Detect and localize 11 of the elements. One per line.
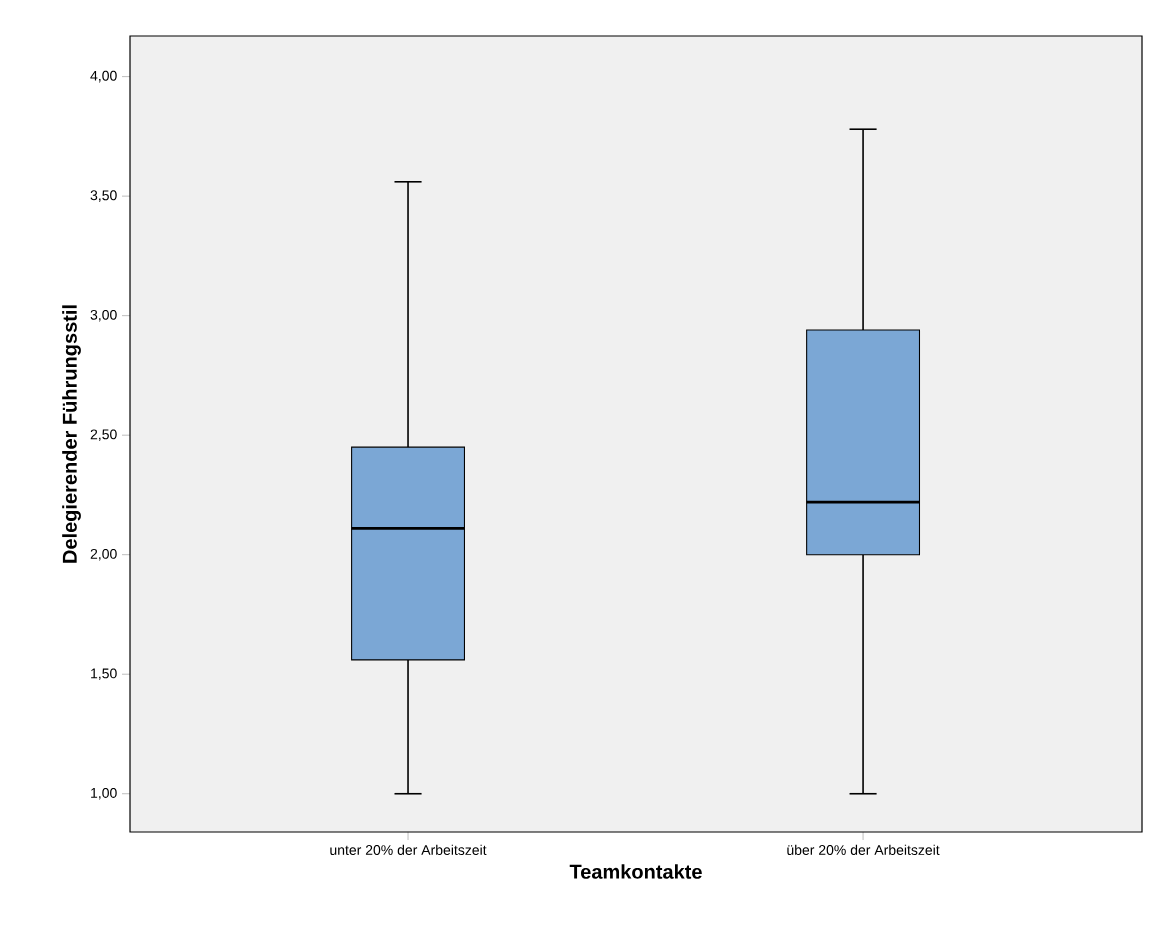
y-tick-label: 1,50	[91, 668, 117, 681]
x-axis-title: Teamkontakte	[569, 864, 702, 879]
x-tick-label: unter 20% der Arbeitszeit	[330, 844, 487, 855]
y-tick-label: 3,00	[90, 309, 117, 322]
y-tick-label: 4,00	[90, 70, 117, 83]
y-axis-title: Delegierender Führungsstil	[62, 305, 81, 563]
y-tick-label: 1,00	[91, 787, 117, 800]
y-tick-label: 2,00	[90, 548, 117, 561]
y-tick-label: 2,50	[90, 429, 117, 441]
x-tick-label: über 20% der Arbeitszeit	[787, 844, 940, 855]
y-tick-label: 3,50	[90, 190, 117, 202]
